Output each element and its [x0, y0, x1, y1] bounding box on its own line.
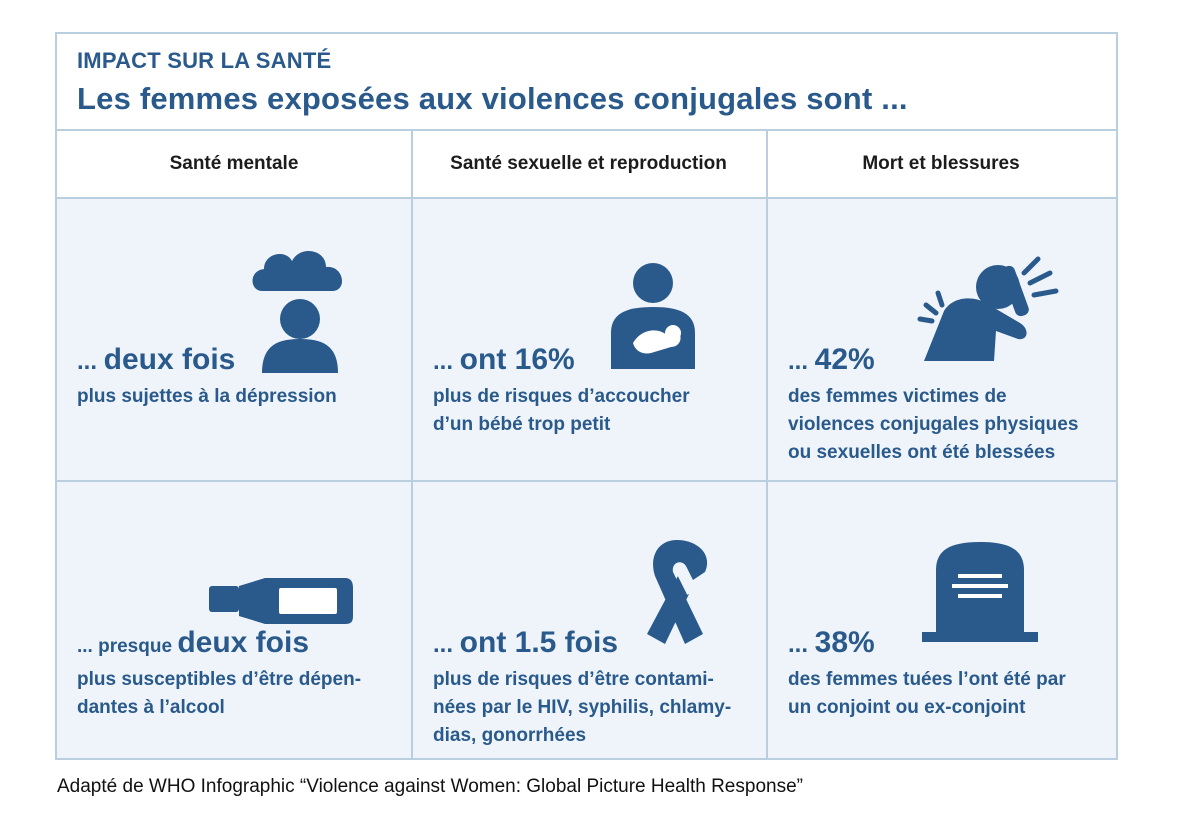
- cell-low-birthweight: ... ont 16% plus de risques d’accoucher …: [413, 199, 766, 480]
- desc-low-birthweight: plus de risques d’accoucher d’un bébé tr…: [433, 383, 690, 439]
- desc-line: d’un bébé trop petit: [433, 414, 611, 435]
- cell-injuries: ... 42% des femmes victimes de violences…: [768, 199, 1116, 480]
- column-header-death-injuries: Mort et blessures: [766, 131, 1116, 199]
- desc-line: des femmes tuées l’ont été par: [788, 669, 1066, 690]
- stat-prefix: ...: [77, 348, 104, 375]
- tombstone-icon: [922, 540, 1038, 646]
- desc-line: ou sexuelles ont été blessées: [788, 442, 1056, 463]
- infographic-frame: IMPACT SUR LA SANTÉ Les femmes exposées …: [55, 32, 1118, 760]
- desc-line: dantes à l’alcool: [77, 697, 225, 718]
- stat-depression: ... deux fois: [77, 343, 235, 377]
- stat-injuries: ... 42%: [788, 343, 875, 377]
- cell-sti: ... ont 1.5 fois plus de risques d’être …: [413, 482, 766, 758]
- desc-line: plus susceptibles d’être dépen-: [77, 669, 362, 690]
- cell-depression: ... deux fois plus sujettes à la dépress…: [57, 199, 411, 480]
- kicker: IMPACT SUR LA SANTÉ: [77, 48, 332, 73]
- stat-prefix: ... presque: [77, 636, 178, 657]
- desc-homicide: des femmes tuées l’ont été par un conjoi…: [788, 666, 1066, 722]
- stat-value: deux fois: [103, 343, 236, 376]
- stat-homicide: ... 38%: [788, 626, 875, 660]
- stat-prefix: ...: [433, 631, 460, 658]
- injured-person-icon: [912, 251, 1062, 363]
- desc-depression: plus sujettes à la dépression: [77, 383, 337, 411]
- stat-value: 38%: [814, 626, 875, 659]
- stat-low-birthweight: ... ont 16%: [433, 343, 575, 377]
- desc-sti: plus de risques d’être contami- nées par…: [433, 666, 731, 750]
- column-divider: [411, 131, 413, 758]
- column-header-mental-health: Santé mentale: [57, 131, 411, 199]
- desc-line: des femmes victimes de: [788, 386, 1007, 407]
- stat-prefix: ...: [433, 348, 460, 375]
- cell-alcohol: ... presque deux fois plus susceptibles …: [57, 482, 411, 758]
- desc-line: dias, gonorrhées: [433, 725, 587, 746]
- desc-line: plus sujettes à la dépression: [77, 386, 337, 407]
- desc-alcohol: plus susceptibles d’être dépen- dantes à…: [77, 666, 361, 722]
- rain-cloud-person-icon: [250, 245, 346, 375]
- stat-value: ont 1.5 fois: [459, 626, 619, 659]
- desc-line: un conjoint ou ex-conjoint: [788, 697, 1026, 718]
- desc-line: violences conjugales physiques: [788, 414, 1079, 435]
- cell-homicide: ... 38% des femmes tuées l’ont été par u…: [768, 482, 1116, 758]
- header: IMPACT SUR LA SANTÉ Les femmes exposées …: [57, 34, 1116, 131]
- source-caption: Adapté de WHO Infographic “Violence agai…: [57, 776, 803, 797]
- bottle-icon: [207, 574, 355, 628]
- awareness-ribbon-icon: [635, 534, 719, 648]
- desc-line: plus de risques d’accoucher: [433, 386, 690, 407]
- stat-value: ont 16%: [459, 343, 575, 376]
- stat-value: 42%: [814, 343, 875, 376]
- stat-prefix: ...: [788, 348, 815, 375]
- stat-sti: ... ont 1.5 fois: [433, 626, 618, 660]
- desc-injuries: des femmes victimes de violences conjuga…: [788, 383, 1078, 467]
- column-divider: [766, 131, 768, 758]
- stat-value: deux fois: [177, 626, 310, 659]
- column-header-sexual-health: Santé sexuelle et reproduction: [411, 131, 766, 199]
- desc-line: nées par le HIV, syphilis, chlamy-: [433, 697, 732, 718]
- row-divider: [57, 480, 1116, 482]
- stat-alcohol: ... presque deux fois: [77, 626, 309, 660]
- page-title: Les femmes exposées aux violences conjug…: [77, 81, 908, 116]
- stat-prefix: ...: [788, 631, 815, 658]
- desc-line: plus de risques d’être contami-: [433, 669, 714, 690]
- mother-baby-icon: [607, 261, 703, 371]
